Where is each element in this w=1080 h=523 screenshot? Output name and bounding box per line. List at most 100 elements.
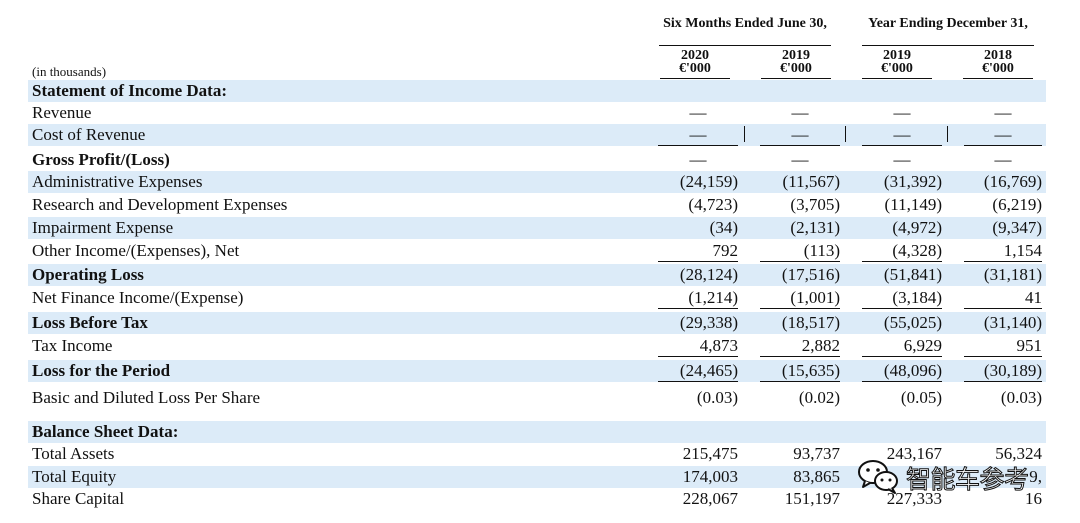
value-cell: (31,181) — [983, 265, 1042, 284]
value-cell: (4,972) — [892, 218, 942, 237]
value-cell: 6,929 — [862, 335, 942, 357]
value-cell: (3,184) — [862, 287, 942, 309]
value-cell: (0.03) — [1000, 388, 1042, 407]
value-cell: — — [893, 103, 911, 122]
value-cell: — — [689, 103, 707, 122]
table-row: Operating Loss (28,124) (17,516) (51,841… — [28, 264, 1046, 286]
col-unit: €'000 — [780, 61, 812, 76]
header-group-line — [659, 45, 831, 46]
col-unit: €'000 — [679, 61, 711, 76]
value-cell: (16,769) — [983, 172, 1042, 191]
col-header: 2020 €'000 — [660, 48, 730, 76]
header-group-year-ending: Year Ending December 31, — [862, 16, 1034, 31]
value-cell: (31,140) — [983, 313, 1042, 332]
value-cell: (48,096) — [862, 360, 942, 382]
table-row: Total Assets 215,475 93,737 243,167 56,3… — [28, 443, 1046, 465]
col-header-line — [963, 78, 1033, 79]
col-header: 2019 €'000 — [862, 48, 932, 76]
col-header-line — [761, 78, 831, 79]
value-cell: (31,392) — [883, 172, 942, 191]
value-cell: (113) — [760, 240, 840, 262]
value-cell: 243,167 — [886, 444, 942, 463]
col-header-line — [660, 78, 730, 79]
table-row: Basic and Diluted Loss Per Share (0.03) … — [28, 387, 1046, 409]
header-group-year-ending-text: Year Ending December 31, — [868, 16, 1028, 31]
value-cell: 1,154 — [964, 240, 1042, 262]
value-cell: 16 — [1025, 489, 1042, 508]
wechat-logo-icon — [858, 460, 898, 494]
col-unit: €'000 — [982, 61, 1014, 76]
value-cell: 2,882 — [760, 335, 840, 357]
header-group-line — [862, 45, 1034, 46]
value-cell: — — [994, 150, 1012, 169]
row-label: Total Equity — [32, 467, 117, 486]
value-cell: (9,347) — [992, 218, 1042, 237]
value-cell: (6,219) — [992, 195, 1042, 214]
value-cell: 151,197 — [784, 489, 840, 508]
value-cell: 41 — [964, 287, 1042, 309]
value-cell: (2,131) — [790, 218, 840, 237]
value-cell: (0.03) — [696, 388, 738, 407]
col-header-line — [862, 78, 932, 79]
value-cell: 174,003 — [682, 467, 738, 486]
header-group-six-months: Six Months Ended June 30, — [660, 17, 830, 31]
col-year: 2018 — [984, 48, 1012, 63]
table-row: Loss Before Tax (29,338) (18,517) (55,02… — [28, 312, 1046, 334]
value-cell: (18,517) — [781, 313, 840, 332]
value-cell: — — [964, 124, 1042, 146]
value-cell: (30,189) — [964, 360, 1042, 382]
value-cell: 83,865 — [793, 467, 840, 486]
row-label: Loss Before Tax — [32, 313, 148, 332]
row-label: Tax Income — [32, 336, 113, 355]
row-label: Gross Profit/(Loss) — [32, 150, 170, 169]
row-label: Operating Loss — [32, 265, 144, 284]
col-header: 2019 €'000 — [761, 48, 831, 76]
value-cell: 215,475 — [682, 444, 738, 463]
row-label: Net Finance Income/(Expense) — [32, 288, 244, 307]
value-cell: — — [862, 124, 942, 146]
table-row: Other Income/(Expenses), Net 792 (113) (… — [28, 240, 1046, 262]
table-row: Impairment Expense (34) (2,131) (4,972) … — [28, 217, 1046, 239]
value-cell: 9, — [1029, 467, 1042, 486]
column-separator — [744, 126, 745, 142]
value-cell: (28,124) — [679, 265, 738, 284]
value-cell: — — [658, 124, 738, 146]
table-row: Cost of Revenue — — — — — [28, 124, 1046, 146]
value-cell: (11,149) — [884, 195, 942, 214]
value-cell: (15,635) — [760, 360, 840, 382]
value-cell: — — [689, 150, 707, 169]
table-row: Net Finance Income/(Expense) (1,214) (1,… — [28, 287, 1046, 309]
value-cell: 4,873 — [658, 335, 738, 357]
row-label: Impairment Expense — [32, 218, 174, 237]
value-cell: 792 — [658, 240, 738, 262]
watermark: 智能车参考 — [852, 448, 1052, 500]
table-row: Share Capital 228,067 151,197 227,333 16 — [28, 488, 1046, 510]
row-label: Total Assets — [32, 444, 115, 463]
row-label: Other Income/(Expenses), Net — [32, 241, 240, 260]
row-label: Research and Development Expenses — [32, 195, 288, 214]
row-label: Cost of Revenue — [32, 125, 146, 144]
col-year: 2020 — [681, 48, 709, 63]
column-separator — [845, 126, 846, 142]
col-year: 2019 — [782, 48, 810, 63]
table-row: Research and Development Expenses (4,723… — [28, 194, 1046, 216]
value-cell: (3,705) — [790, 195, 840, 214]
value-cell: (34) — [709, 218, 738, 237]
value-cell: (11,567) — [782, 172, 840, 191]
section-row: Balance Sheet Data: — [28, 421, 1046, 443]
watermark-text: 智能车参考 — [906, 465, 1030, 495]
table-row: Total Equity 174,003 83,865 9, — [28, 466, 1046, 488]
value-cell: — — [893, 150, 911, 169]
col-year: 2019 — [883, 48, 911, 63]
value-cell: (1,001) — [760, 287, 840, 309]
section-title-income: Statement of Income Data: — [32, 81, 227, 100]
value-cell: 227,333 — [886, 489, 942, 508]
row-label: Loss for the Period — [32, 361, 171, 380]
value-cell: (4,723) — [688, 195, 738, 214]
value-cell: (51,841) — [883, 265, 942, 284]
value-cell: (4,328) — [862, 240, 942, 262]
value-cell: (24,159) — [679, 172, 738, 191]
table-row: Loss for the Period (24,465) (15,635) (4… — [28, 360, 1046, 382]
value-cell: 951 — [964, 335, 1042, 357]
table-row: Administrative Expenses (24,159) (11,567… — [28, 171, 1046, 193]
